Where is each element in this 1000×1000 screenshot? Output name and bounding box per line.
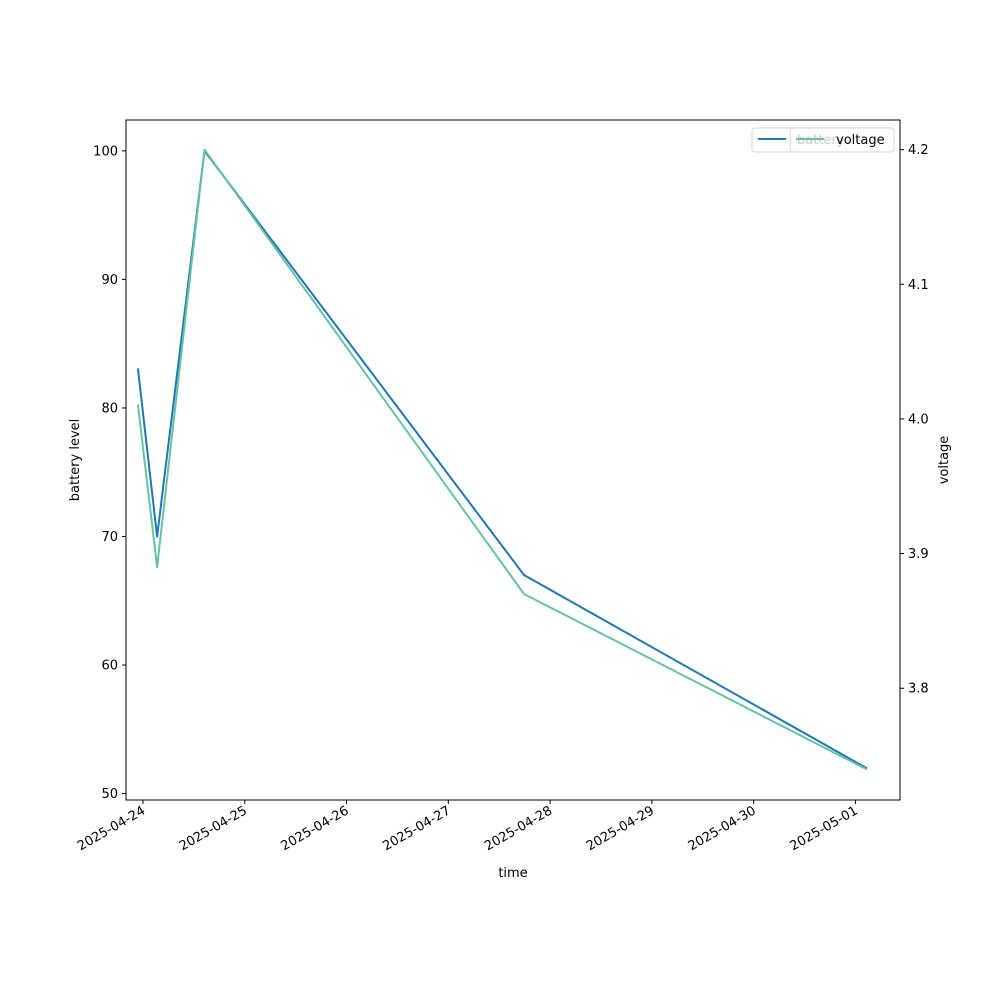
legend-voltage-frame xyxy=(789,127,895,153)
x-tick-label: 2025-04-26 xyxy=(279,803,352,854)
plot-area xyxy=(126,120,900,800)
left-tick-label: 100 xyxy=(93,144,118,159)
right-axis: 3.8 3.9 4.0 4.1 4.2 xyxy=(900,143,929,697)
legend-voltage: voltage xyxy=(789,127,895,153)
legend-voltage-label: voltage xyxy=(836,133,885,148)
left-tick-label: 50 xyxy=(101,787,118,802)
x-axis: 2025-04-24 2025-04-25 2025-04-26 2025-04-27… xyxy=(75,800,861,854)
x-tick-label: 2025-05-01 xyxy=(788,803,861,854)
series-line-voltage xyxy=(136,148,868,771)
x-tick-label: 2025-04-29 xyxy=(584,803,657,854)
left-axis: 50 60 70 80 90 100 xyxy=(93,144,126,802)
right-tick-label: 4.1 xyxy=(908,278,929,293)
x-axis-title: time xyxy=(498,866,527,881)
left-axis-title: battery level xyxy=(68,419,83,502)
x-tick-label: 2025-04-30 xyxy=(686,803,759,854)
x-tick-label: 2025-04-27 xyxy=(380,803,453,854)
x-tick-label: 2025-04-28 xyxy=(482,803,555,854)
left-tick-label: 90 xyxy=(101,273,118,288)
x-tick-label: 2025-04-25 xyxy=(177,803,250,854)
right-tick-label: 3.9 xyxy=(908,547,929,562)
right-tick-label: 4.0 xyxy=(908,412,929,427)
x-tick-label: 2025-04-24 xyxy=(75,803,148,854)
plot-frame xyxy=(125,119,901,801)
right-tick-label: 4.2 xyxy=(908,143,929,158)
left-tick-label: 80 xyxy=(101,401,118,416)
right-axis-title: voltage xyxy=(937,436,952,485)
lines-layer xyxy=(136,148,868,771)
left-tick-label: 60 xyxy=(101,659,118,674)
left-tick-label: 70 xyxy=(101,530,118,545)
right-tick-label: 3.8 xyxy=(908,682,929,697)
